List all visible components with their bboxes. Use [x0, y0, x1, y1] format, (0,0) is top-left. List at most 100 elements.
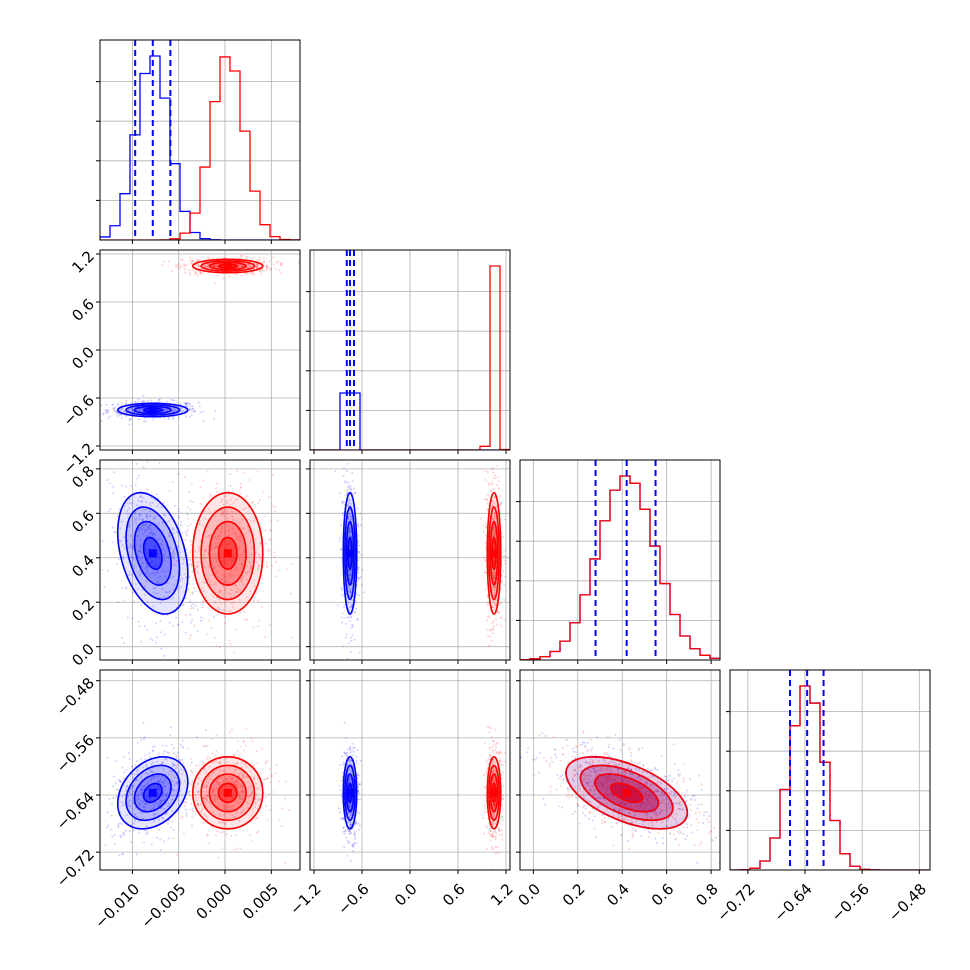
- scatter-point: [171, 810, 174, 813]
- scatter-point: [219, 821, 222, 824]
- scatter-point: [130, 484, 133, 487]
- scatter-point: [227, 489, 230, 492]
- scatter-point: [627, 839, 630, 842]
- scatter-point: [544, 735, 547, 738]
- scatter-point: [222, 781, 225, 784]
- scatter-point: [251, 256, 254, 259]
- scatter-point: [213, 509, 216, 512]
- scatter-point: [259, 270, 262, 273]
- scatter-point: [106, 478, 109, 481]
- scatter-point: [198, 523, 201, 526]
- scatter-point: [690, 824, 693, 827]
- scatter-point: [129, 502, 132, 505]
- scatter-point: [146, 515, 149, 518]
- scatter-point: [138, 831, 141, 834]
- scatter-point: [334, 470, 337, 473]
- scatter-point: [191, 779, 194, 782]
- scatter-point: [349, 859, 352, 862]
- scatter-point: [229, 779, 232, 782]
- scatter-point: [633, 814, 636, 817]
- scatter-point: [250, 792, 253, 795]
- scatter-point: [251, 740, 254, 743]
- scatter-point: [206, 744, 209, 747]
- scatter-point: [357, 577, 360, 580]
- scatter-point: [661, 809, 664, 812]
- scatter-point: [265, 265, 268, 268]
- scatter-point: [249, 785, 252, 788]
- scatter-point: [150, 496, 153, 499]
- scatter-point: [237, 535, 240, 538]
- scatter-point: [174, 264, 177, 267]
- scatter-point: [135, 462, 138, 465]
- scatter-point: [192, 260, 195, 263]
- scatter-point: [484, 522, 487, 525]
- scatter-point: [204, 557, 207, 560]
- scatter-point: [196, 791, 199, 794]
- scatter-point: [347, 586, 350, 589]
- scatter-point: [107, 824, 110, 827]
- scatter-point: [205, 786, 208, 789]
- scatter-point: [225, 809, 228, 812]
- scatter-point: [211, 789, 214, 792]
- scatter-point: [649, 816, 652, 819]
- scatter-point: [217, 606, 220, 609]
- scatter-point: [350, 502, 353, 505]
- scatter-point: [133, 567, 136, 570]
- scatter-point: [351, 599, 354, 602]
- scatter-point: [181, 745, 184, 748]
- scatter-point: [227, 529, 230, 532]
- scatter-point: [357, 790, 360, 793]
- scatter-point: [204, 729, 207, 732]
- scatter-point: [495, 464, 498, 467]
- scatter-point: [348, 515, 351, 518]
- scatter-point: [227, 808, 230, 811]
- scatter-point: [503, 518, 506, 521]
- scatter-point: [271, 473, 274, 476]
- scatter-point: [140, 526, 143, 529]
- scatter-point: [114, 531, 117, 534]
- scatter-point: [551, 760, 554, 763]
- scatter-point: [338, 811, 341, 814]
- scatter-point: [486, 498, 489, 501]
- scatter-point: [215, 490, 218, 493]
- scatter-point: [171, 527, 174, 530]
- scatter-point: [491, 834, 494, 837]
- scatter-point: [195, 764, 198, 767]
- scatter-point: [197, 401, 200, 404]
- scatter-point: [245, 765, 248, 768]
- scatter-point: [156, 592, 159, 595]
- scatter-point: [340, 616, 343, 619]
- scatter-point: [123, 755, 126, 758]
- scatter-point: [205, 785, 208, 788]
- scatter-point: [224, 812, 227, 815]
- scatter-point: [499, 504, 502, 507]
- scatter-point: [123, 599, 126, 602]
- scatter-point: [483, 742, 486, 745]
- scatter-point: [554, 753, 557, 756]
- scatter-point: [222, 813, 225, 816]
- scatter-point: [249, 834, 252, 837]
- scatter-point: [251, 272, 254, 275]
- scatter-point: [232, 754, 235, 757]
- scatter-point: [138, 474, 141, 477]
- scatter-point: [204, 781, 207, 784]
- scatter-point: [219, 590, 222, 593]
- scatter-point: [353, 750, 356, 753]
- scatter-point: [228, 805, 231, 808]
- scatter-point: [197, 764, 200, 767]
- scatter-point: [121, 457, 123, 459]
- scatter-point: [222, 779, 225, 782]
- scatter-point: [194, 273, 197, 276]
- scatter-point: [117, 402, 120, 405]
- scatter-point: [644, 791, 647, 794]
- frame-3-3: [726, 669, 931, 874]
- scatter-point: [351, 623, 354, 626]
- scatter-point: [180, 573, 183, 576]
- scatter-point: [212, 811, 215, 814]
- scatter-point: [206, 818, 209, 821]
- scatter-point: [138, 518, 141, 521]
- scatter-point: [121, 852, 124, 855]
- scatter-point: [160, 762, 163, 765]
- scatter-point: [192, 603, 195, 606]
- scatter-point: [162, 409, 165, 412]
